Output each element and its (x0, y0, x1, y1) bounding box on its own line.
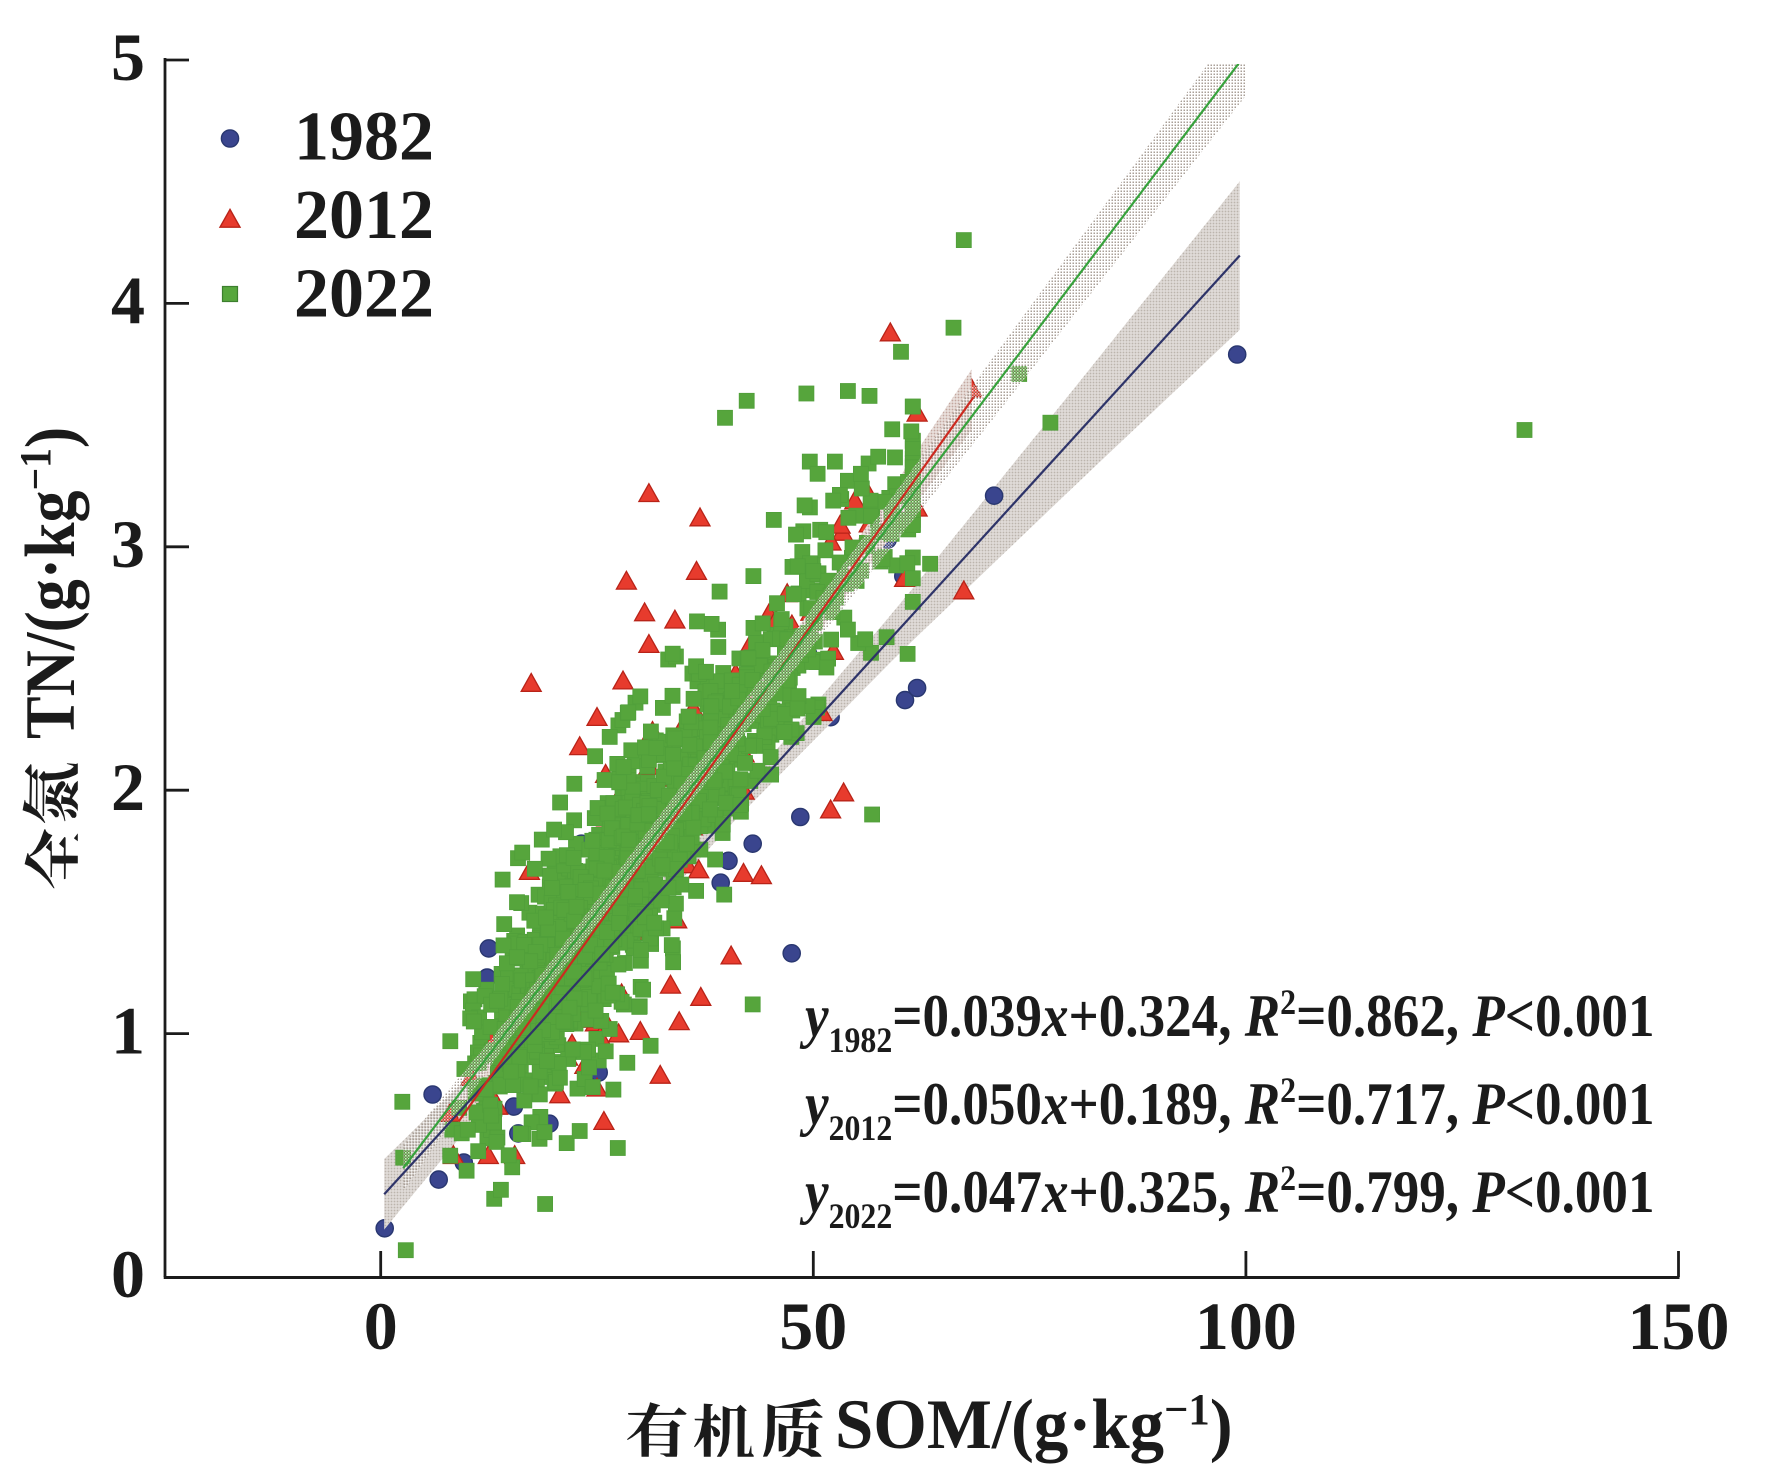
svg-text:150: 150 (1628, 1288, 1730, 1364)
svg-text:2022: 2022 (294, 256, 434, 333)
svg-text:y2012=0.050x+0.189, R2=0.717,: y2012=0.050x+0.189, R2=0.717, P<0.001 (799, 1071, 1654, 1148)
svg-text:y2022=0.047x+0.325, R2=0.799,: y2022=0.047x+0.325, R2=0.799, P<0.001 (799, 1159, 1654, 1236)
svg-text:TN/(g·kg−1): TN/(g·kg−1) (11, 427, 90, 739)
svg-text:1982: 1982 (294, 99, 434, 176)
svg-text:1: 1 (111, 993, 145, 1069)
svg-text:3: 3 (111, 506, 145, 582)
svg-text:100: 100 (1195, 1288, 1297, 1364)
svg-text:50: 50 (779, 1288, 847, 1364)
svg-text:y1982=0.039x+0.324, R2=0.862,: y1982=0.039x+0.324, R2=0.862, P<0.001 (799, 983, 1654, 1060)
svg-text:2012: 2012 (294, 177, 434, 254)
svg-text:0: 0 (364, 1288, 398, 1364)
svg-text:4: 4 (111, 262, 145, 338)
svg-text:5: 5 (111, 19, 145, 95)
svg-text:0: 0 (111, 1236, 145, 1312)
svg-text:2: 2 (111, 749, 145, 825)
